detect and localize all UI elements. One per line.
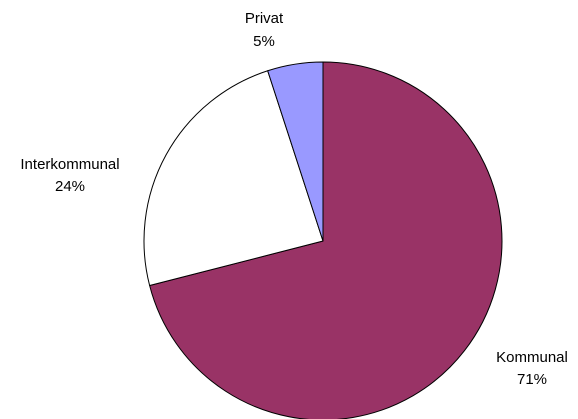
slice-label-interkommunal-name: Interkommunal	[20, 156, 119, 173]
pie-slice-privat	[267, 61, 324, 242]
slice-label-privat-percent: 5%	[253, 33, 275, 50]
slice-label-interkommunal-percent: 24%	[55, 178, 85, 195]
pie-slices	[143, 61, 503, 419]
slice-label-privat-name: Privat	[245, 10, 284, 27]
pie-labels: Kommunal 71% Interkommunal 24% Privat 5%	[20, 10, 567, 388]
pie-slice-interkommunal	[143, 70, 324, 287]
pie-slice-kommunal	[149, 61, 503, 419]
slice-label-kommunal-name: Kommunal	[496, 349, 568, 366]
slice-label-kommunal-percent: 71%	[517, 371, 547, 388]
